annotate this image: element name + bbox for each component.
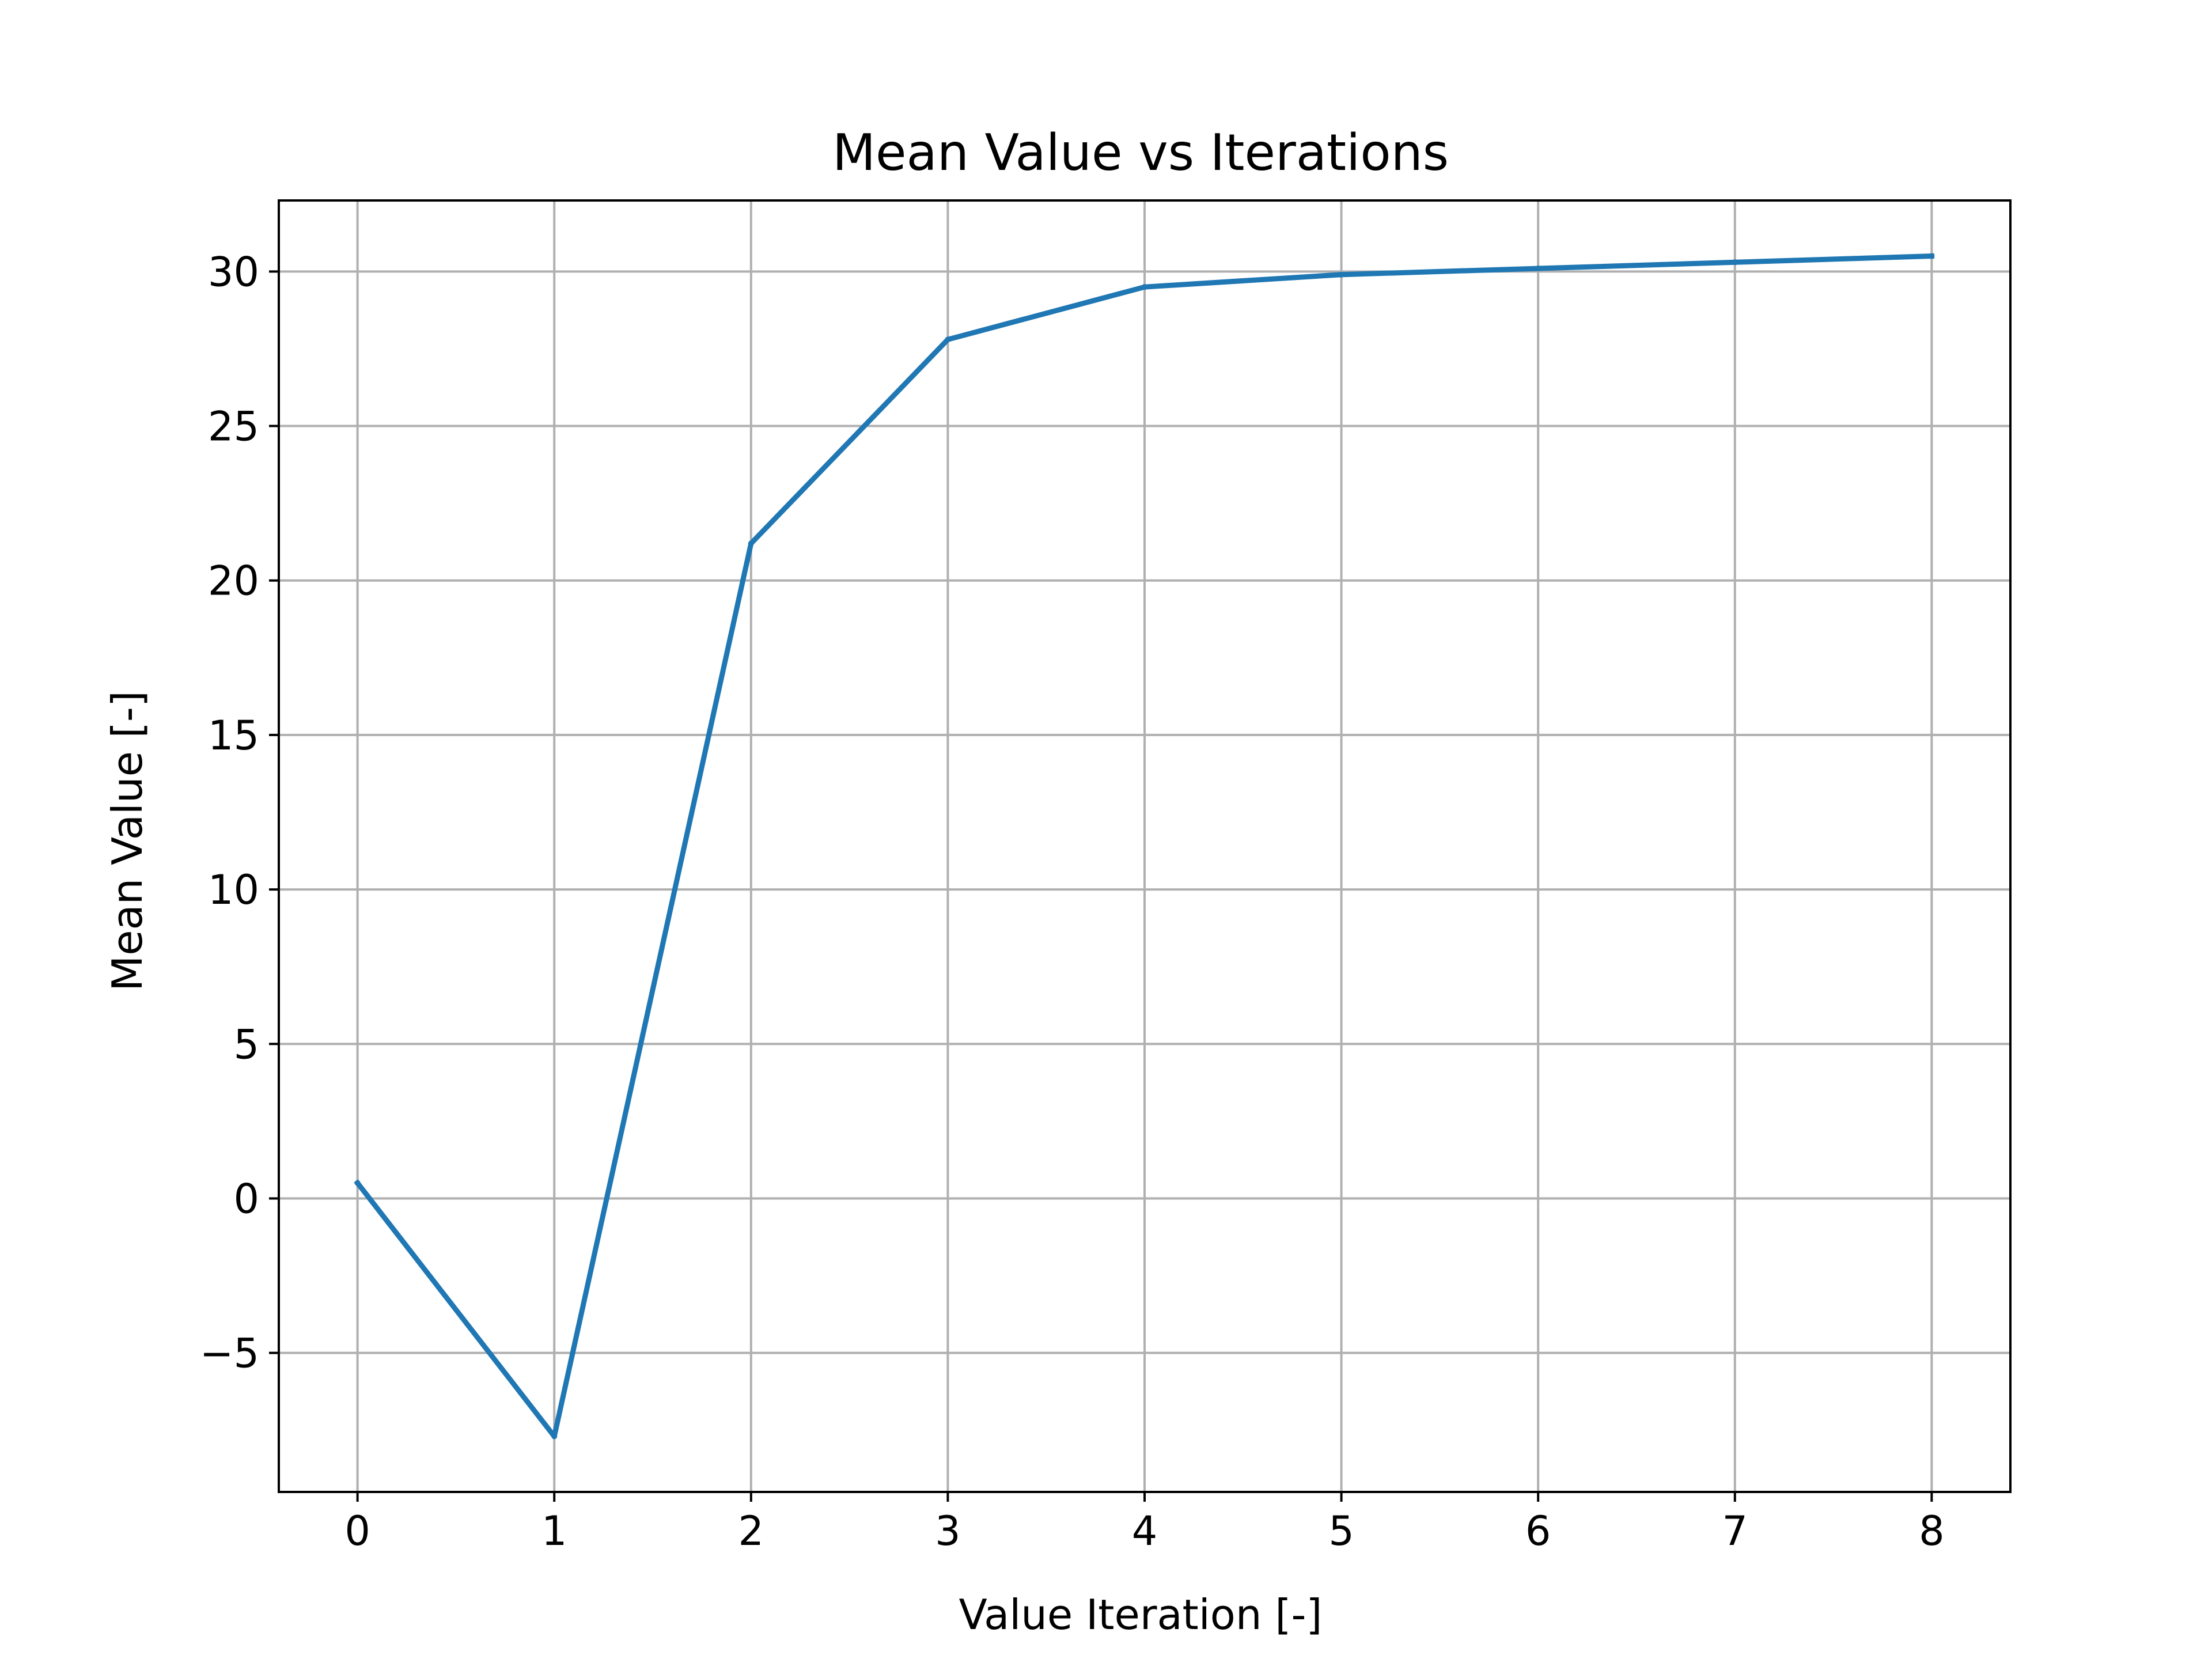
data-point xyxy=(1535,266,1541,271)
data-point xyxy=(1338,271,1344,278)
data-point xyxy=(748,540,754,547)
x-tick-label: 5 xyxy=(1328,1508,1354,1555)
data-point xyxy=(1142,284,1147,290)
x-tick-label: 8 xyxy=(1919,1508,1945,1555)
x-tick-label: 7 xyxy=(1722,1508,1748,1555)
x-tick-label: 0 xyxy=(344,1508,370,1555)
y-tick-label: 10 xyxy=(208,866,259,914)
y-tick-label: 0 xyxy=(233,1175,259,1222)
y-tick-label: 15 xyxy=(208,712,259,759)
x-tick-label: 3 xyxy=(935,1508,961,1555)
chart-title: Mean Value vs Iterations xyxy=(832,123,1449,182)
y-tick-label: 30 xyxy=(208,248,259,296)
y-tick-label: 25 xyxy=(208,403,259,450)
y-axis-label: Mean Value [-] xyxy=(103,691,151,991)
y-tick-label: 5 xyxy=(233,1021,259,1068)
data-point xyxy=(354,1180,361,1186)
x-axis-label: Value Iteration [-] xyxy=(959,1590,1322,1639)
y-tick-label: 20 xyxy=(208,558,259,605)
x-tick-label: 4 xyxy=(1132,1508,1158,1555)
grid-lines xyxy=(279,200,2010,1492)
x-tick-label: 2 xyxy=(738,1508,764,1555)
data-point xyxy=(1732,259,1738,266)
data-point xyxy=(945,336,951,343)
y-tick-label: −5 xyxy=(200,1330,259,1377)
axis-ticks: 0 1 2 3 4 5 6 7 8 −5 0 5 10 15 20 25 30 xyxy=(200,248,1945,1555)
x-tick-label: 1 xyxy=(541,1508,567,1555)
x-tick-label: 6 xyxy=(1525,1508,1551,1555)
data-point xyxy=(551,1433,558,1440)
data-point xyxy=(1929,253,1935,259)
series-layer xyxy=(354,253,1935,1440)
